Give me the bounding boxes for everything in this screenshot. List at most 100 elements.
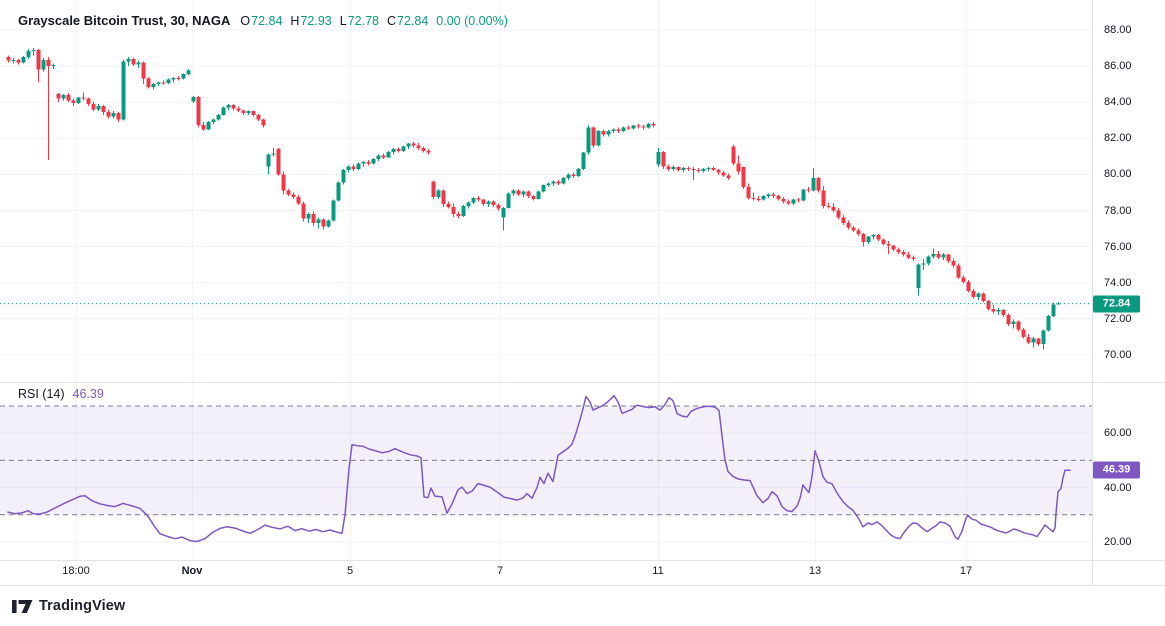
candle-body — [746, 187, 751, 198]
candle-body — [596, 131, 601, 146]
candle-body — [946, 254, 951, 262]
candle-body — [951, 261, 956, 266]
rsi-label[interactable]: RSI (14) — [18, 387, 65, 401]
candle-body — [591, 127, 596, 146]
candle-body — [916, 264, 921, 289]
symbol-legend[interactable]: Grayscale Bitcoin Trust, 30, NAGA O 72.8… — [18, 13, 508, 28]
candle-body — [156, 82, 161, 85]
candle-body — [316, 219, 321, 224]
candle-body — [526, 191, 531, 197]
price-axis-label: 80.00 — [1104, 168, 1132, 181]
candle-body — [96, 105, 101, 110]
candle-body — [391, 149, 396, 152]
candle-body — [26, 50, 31, 58]
candle-body — [666, 166, 671, 169]
candle-body — [76, 97, 81, 104]
candle-body — [761, 196, 766, 200]
candle-body — [386, 151, 391, 158]
candle-body — [901, 252, 906, 255]
candle-body — [296, 196, 301, 204]
candle-body — [651, 123, 656, 126]
candle-body — [581, 152, 586, 169]
candle-body — [1011, 321, 1016, 325]
candle-body — [846, 223, 851, 228]
candle-body — [956, 265, 961, 278]
candle-body — [851, 227, 856, 231]
candle-body — [341, 169, 346, 183]
candle-body — [21, 57, 26, 63]
price-axis-label: 72.00 — [1104, 312, 1132, 325]
candle-body — [781, 198, 786, 202]
candle-body — [181, 74, 186, 79]
rsi-value-badge: 46.39 — [1093, 461, 1140, 479]
candle-body — [816, 178, 821, 191]
candle-body — [506, 193, 511, 208]
candle-body — [381, 155, 386, 158]
candle-body — [131, 58, 136, 65]
candle-body — [626, 127, 631, 129]
candle-body — [656, 151, 661, 165]
candle-body — [551, 181, 556, 184]
candle-body — [601, 131, 606, 135]
time-axis-bottom-border — [0, 585, 1165, 586]
candle-body — [806, 189, 811, 191]
high-value: 72.93 — [300, 14, 332, 28]
candle-body — [606, 131, 611, 135]
time-axis-label: 18:00 — [62, 565, 90, 577]
candle-body — [1016, 321, 1021, 330]
rsi-value: 46.39 — [72, 387, 104, 401]
tradingview-logo[interactable]: TradingView — [12, 598, 125, 614]
candle-body — [821, 190, 826, 206]
rsi-axis-label: 20.00 — [1104, 536, 1132, 548]
candle-body — [731, 146, 736, 164]
candle-body — [291, 194, 296, 197]
candle-body — [921, 263, 926, 265]
candle-body — [31, 49, 36, 51]
candle-body — [126, 58, 131, 62]
current-price-badge: 72.84 — [1093, 295, 1140, 313]
candle-body — [231, 104, 236, 109]
candle-body — [906, 254, 911, 258]
candle-body — [336, 182, 341, 201]
candle-body — [671, 167, 676, 169]
candle-body — [786, 201, 791, 204]
candle-body — [941, 254, 946, 258]
candle-body — [326, 220, 331, 227]
candle-body — [1036, 338, 1041, 345]
time-axis-label: 5 — [346, 565, 354, 577]
candle-body — [836, 210, 841, 218]
pane-separator[interactable] — [0, 382, 1165, 383]
symbol-title[interactable]: Grayscale Bitcoin Trust, 30, NAGA — [18, 13, 231, 28]
tradingview-logo-icon — [12, 599, 33, 614]
candle-body — [831, 206, 836, 211]
candle-body — [486, 201, 491, 205]
candle-body — [1001, 309, 1006, 316]
candle-body — [451, 206, 456, 215]
candle-body — [221, 107, 226, 115]
candle-body — [926, 256, 931, 264]
time-axis-label: 11 — [652, 565, 664, 577]
candle-body — [461, 205, 466, 216]
chart-plot-area[interactable] — [0, 0, 1092, 585]
candle-body — [396, 149, 401, 151]
price-axis-label: 74.00 — [1104, 276, 1132, 289]
candle-body — [691, 168, 696, 170]
candle-body — [566, 174, 571, 179]
candle-body — [641, 126, 646, 128]
time-axis-label: 7 — [496, 565, 504, 577]
candle-body — [876, 234, 881, 240]
candle-body — [576, 168, 581, 177]
candle-body — [121, 61, 126, 120]
candle-body — [491, 201, 496, 206]
candle-body — [971, 290, 976, 298]
candle-body — [561, 178, 566, 184]
candle-body — [801, 189, 806, 201]
candle-body — [736, 163, 741, 172]
candle-body — [961, 277, 966, 282]
candle-body — [246, 111, 251, 114]
rsi-indicator-legend[interactable]: RSI (14) 46.39 — [18, 387, 104, 401]
candle-body — [631, 125, 636, 129]
candle-body — [796, 199, 801, 201]
candle-body — [186, 70, 191, 75]
